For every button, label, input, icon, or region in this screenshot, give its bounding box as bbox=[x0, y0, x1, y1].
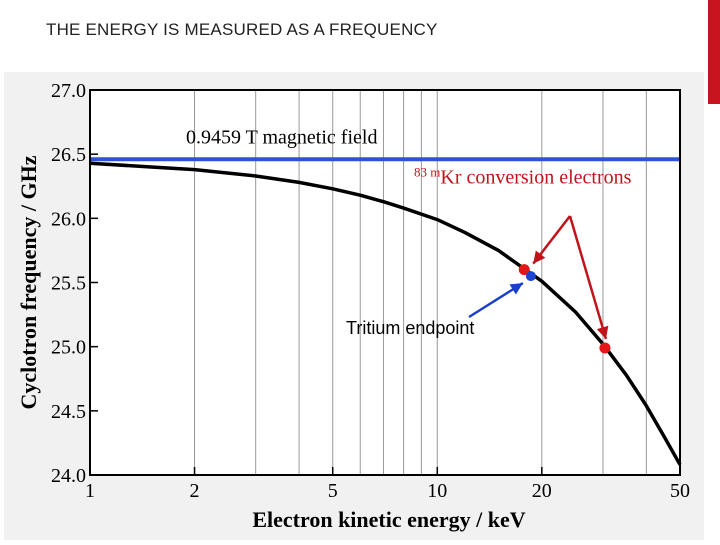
kr-arrow-2-shaft bbox=[568, 215, 608, 340]
y-tick-label: 25.5 bbox=[51, 273, 86, 295]
y-axis-label: Cyclotron frequency / GHz bbox=[16, 155, 41, 409]
chart-figure: 24.0 24.5 25.0 25.5 26.0 26.5 27.0 1 2 5 10 20 50 0.… bbox=[4, 72, 704, 540]
x-axis-label: Electron kinetic energy / keV bbox=[252, 507, 525, 532]
x-tick-label: 5 bbox=[328, 480, 338, 502]
cyclotron-frequency-curve bbox=[89, 161, 682, 466]
tritium-endpoint-label: Tritium endpoint bbox=[346, 318, 474, 338]
tick-labels: 24.0 24.5 25.0 25.5 26.0 26.5 27.0 1 2 5 10 20 50 bbox=[51, 80, 690, 502]
y-tick-label: 25.0 bbox=[51, 337, 86, 359]
x-tick-label: 1 bbox=[85, 480, 95, 502]
kr-point-17keV bbox=[518, 264, 530, 276]
plot-frame bbox=[89, 89, 681, 476]
field-line-label: 0.9459 T magnetic field bbox=[186, 126, 377, 148]
slide-title: THE ENERGY IS MEASURED AS A FREQUENCY bbox=[46, 20, 438, 39]
y-tick-label: 24.5 bbox=[51, 401, 86, 423]
accent-bar bbox=[708, 0, 720, 104]
grid-layer bbox=[194, 90, 647, 475]
x-tick-label: 2 bbox=[190, 480, 200, 502]
tritium-arrow-head bbox=[509, 283, 523, 295]
x-tick-label: 50 bbox=[670, 480, 690, 502]
data-layer bbox=[89, 157, 682, 466]
y-tick-label: 26.5 bbox=[51, 144, 86, 166]
kr-arrow-2-head bbox=[596, 325, 609, 339]
kr-conversion-text: Kr conversion electrons bbox=[440, 167, 631, 189]
x-tick-label: 10 bbox=[427, 480, 447, 502]
y-tick-label: 24.0 bbox=[51, 465, 86, 487]
plot-area-background bbox=[90, 90, 680, 475]
annotation-layer: 0.9459 T magnetic field 83 mKr conversio… bbox=[186, 126, 632, 338]
kr-isotope-superscript: 83 m bbox=[414, 164, 440, 179]
kr-arrow-1-head bbox=[533, 250, 546, 264]
x-tick-label: 20 bbox=[532, 480, 552, 502]
kr-point-30keV bbox=[599, 342, 611, 354]
y-tick-label: 26.0 bbox=[51, 208, 86, 230]
y-tick-label: 27.0 bbox=[51, 80, 86, 102]
chart-svg: 24.0 24.5 25.0 25.5 26.0 26.5 27.0 1 2 5 10 20 50 0.… bbox=[4, 72, 704, 540]
kr-conversion-label: 83 mKr conversion electrons bbox=[414, 164, 632, 189]
tritium-endpoint-point bbox=[525, 271, 536, 282]
